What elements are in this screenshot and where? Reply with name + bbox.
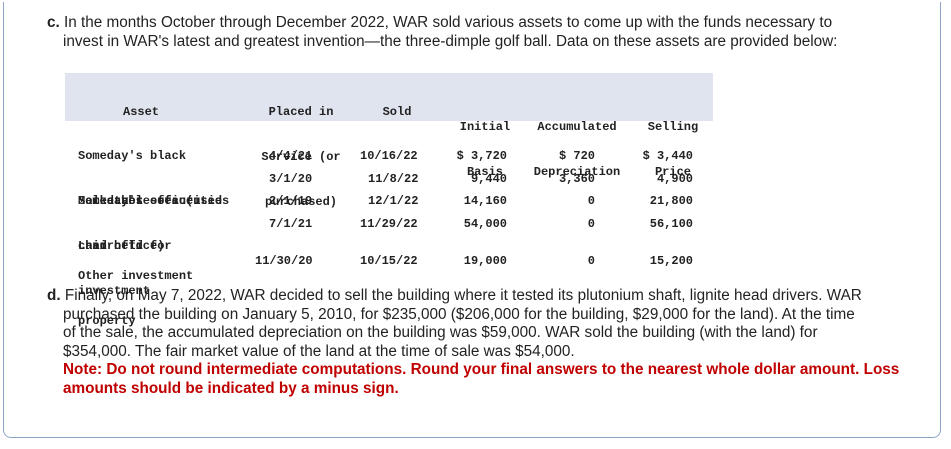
row-3-price: 21,800 [649,194,693,208]
table-header-background [65,73,713,121]
row-1-asset: Someday's black leather sofa (used in of… [78,149,223,253]
row-2-placed: 3/1/20 [269,172,313,186]
row-4-price: 56,100 [649,217,693,231]
part-c-label: c. [47,14,60,31]
row-4-basis: 54,000 [463,217,507,231]
header-accumulated-depreciation: Accumulated Depreciation [533,120,621,179]
part-d-line-3: of the sale, the accumulated depreciatio… [63,324,818,341]
part-c-text: c. In the months October through Decembe… [47,14,917,51]
row-1-depreciation: $ 720 [558,149,595,163]
header-initial-basis: Initial Basis [459,120,511,179]
part-d-text: d. Finally, on May 7, 2022, WAR decided … [47,287,917,398]
header-sold: Sold [382,105,412,119]
row-5-basis: 19,000 [463,254,507,268]
part-d-line-1: Finally, on May 7, 2022, WAR decided to … [64,287,862,304]
row-3-depreciation: 0 [587,194,595,208]
row-4-sold: 11/29/22 [360,217,418,231]
row-3-placed: 2/1/19 [269,194,313,208]
row-2-depreciation: 3,360 [558,172,595,186]
row-4-asset: Land held for investment [78,239,172,298]
part-d-line-2: purchased the building on January 5, 201… [63,305,855,323]
row-4-depreciation: 0 [587,217,595,231]
row-5-price: 15,200 [649,254,693,268]
question-frame [3,2,941,438]
row-5-depreciation: 0 [587,254,595,268]
row-5-asset: Other investment property [78,269,194,328]
part-c-line-1: In the months October through December 2… [64,14,833,31]
row-4-placed: 7/1/21 [269,217,313,231]
part-c-line-2: invest in WAR's latest and greatest inve… [63,32,838,50]
part-d-line-4: $354,000. The fair market value of the l… [63,342,575,360]
part-d-note-line-2: amounts should be indicated by a minus s… [63,379,399,397]
row-5-sold: 10/15/22 [360,254,418,268]
row-1-basis: $ 3,720 [456,149,507,163]
row-1-placed: 4/4/21 [269,149,313,163]
row-5-placed: 11/30/20 [255,254,313,268]
header-selling-price: Selling Price [647,120,699,179]
row-2-basis: 9,440 [470,172,507,186]
row-3-sold: 12/1/22 [368,194,419,208]
part-d-note-line-1: Note: Do not round intermediate computat… [63,361,900,378]
row-2-price: 4,900 [656,172,693,186]
header-asset: Asset [123,105,160,119]
row-1-sold: 10/16/22 [360,149,418,163]
header-placed-in-service: Placed in Service (or purchased) [261,105,341,209]
row-2-asset: Someday's office chair [78,194,194,253]
row-3-asset: Marketable securities [78,194,230,208]
row-3-basis: 14,160 [463,194,507,208]
row-1-price: $ 3,440 [642,149,693,163]
part-d-label: d. [47,287,61,304]
row-2-sold: 11/8/22 [368,172,419,186]
